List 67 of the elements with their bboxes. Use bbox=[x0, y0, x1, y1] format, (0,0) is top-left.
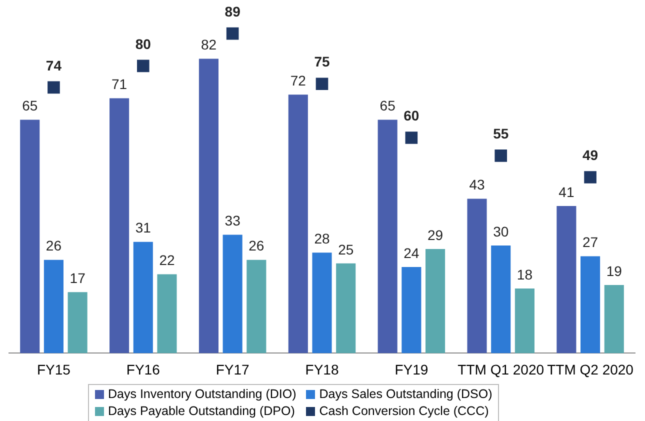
bar bbox=[246, 260, 266, 354]
data-label: 24 bbox=[404, 244, 420, 261]
bar bbox=[336, 263, 356, 354]
point bbox=[584, 171, 596, 184]
data-label: 82 bbox=[200, 36, 217, 53]
bar bbox=[288, 94, 308, 354]
bar bbox=[467, 198, 487, 354]
data-label: 71 bbox=[112, 76, 128, 92]
data-label: 43 bbox=[469, 176, 486, 193]
data-label: 22 bbox=[159, 252, 175, 268]
data-label: 41 bbox=[558, 184, 574, 200]
data-label: 26 bbox=[46, 238, 62, 254]
data-label: 30 bbox=[493, 223, 509, 240]
data-label: 60 bbox=[404, 108, 420, 124]
bar bbox=[133, 242, 153, 354]
bar bbox=[20, 120, 40, 354]
bar bbox=[402, 267, 422, 354]
bar bbox=[198, 58, 218, 354]
bar bbox=[312, 252, 332, 354]
data-label: 75 bbox=[314, 54, 330, 70]
bar bbox=[491, 245, 511, 354]
bar bbox=[580, 256, 600, 354]
point bbox=[316, 78, 328, 90]
bar bbox=[378, 120, 398, 354]
data-label: 18 bbox=[516, 266, 533, 282]
bar bbox=[514, 288, 534, 354]
bar bbox=[604, 284, 624, 354]
point bbox=[226, 27, 239, 40]
point bbox=[48, 81, 60, 94]
data-label: 65 bbox=[380, 98, 396, 114]
legend-label: Days Payable Outstanding (DPO) bbox=[108, 403, 295, 420]
point bbox=[494, 150, 508, 162]
data-label: 80 bbox=[135, 36, 152, 52]
x-tick-label: TTM Q1 2020 bbox=[458, 361, 544, 378]
x-tick-label: FY18 bbox=[305, 361, 339, 378]
bar bbox=[44, 260, 64, 354]
bar bbox=[157, 274, 177, 354]
legend-label: Days Sales Outstanding (DSO) bbox=[319, 386, 492, 403]
data-label: 17 bbox=[70, 270, 86, 286]
data-label: 65 bbox=[22, 98, 38, 114]
data-label: 27 bbox=[582, 234, 598, 250]
data-label: 74 bbox=[46, 57, 62, 74]
point bbox=[405, 132, 418, 144]
bar bbox=[556, 206, 576, 354]
x-tick-label: FY19 bbox=[394, 361, 428, 378]
x-tick-label: FY15 bbox=[36, 361, 71, 378]
legend-label: Cash Conversion Cycle (CCC) bbox=[319, 403, 489, 420]
data-label: 89 bbox=[224, 3, 241, 20]
data-label: 55 bbox=[493, 126, 509, 142]
legend-label: Days Inventory Outstanding (DIO) bbox=[108, 386, 296, 403]
bar bbox=[426, 249, 446, 354]
data-label: 31 bbox=[135, 220, 152, 236]
bar bbox=[222, 234, 242, 354]
data-label: 29 bbox=[427, 226, 444, 243]
data-label: 33 bbox=[224, 212, 241, 229]
bar bbox=[110, 98, 130, 354]
data-label: 72 bbox=[290, 72, 306, 88]
bar bbox=[68, 292, 88, 354]
point bbox=[136, 60, 150, 72]
x-tick-label: FY16 bbox=[126, 361, 160, 378]
data-label: 19 bbox=[606, 262, 622, 279]
data-label: 26 bbox=[248, 238, 264, 254]
data-label: 28 bbox=[314, 230, 330, 247]
data-label: 25 bbox=[338, 241, 354, 258]
data-label: 49 bbox=[582, 147, 598, 164]
x-tick-label: FY17 bbox=[216, 361, 250, 378]
x-tick-label: TTM Q2 2020 bbox=[547, 361, 634, 378]
